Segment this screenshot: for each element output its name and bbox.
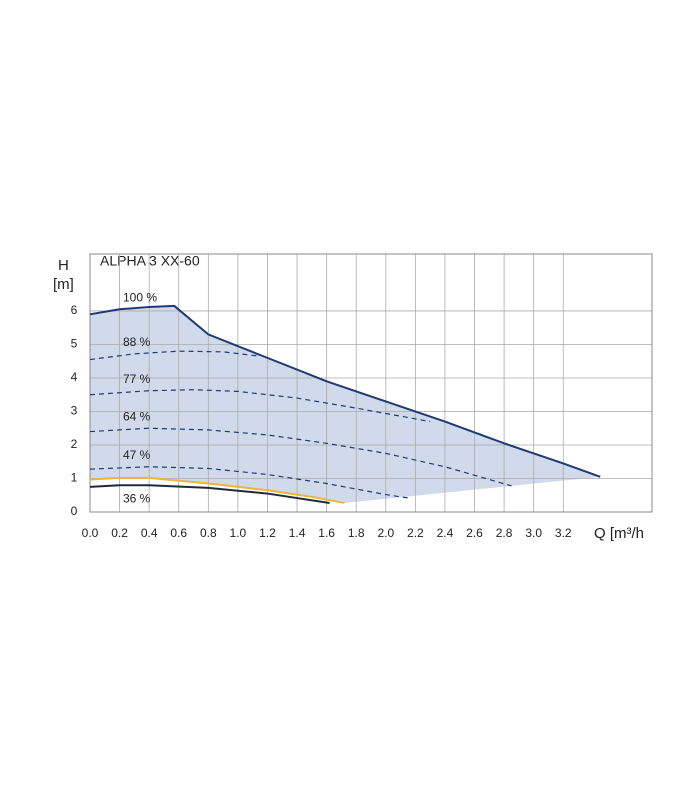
x-tick-label: 2.8 [496, 526, 513, 540]
curve [89, 427, 512, 487]
curve-label: 77 % [123, 372, 151, 386]
plot-frame [89, 253, 653, 513]
x-tick-label: 0.4 [141, 526, 158, 540]
y-axis-unit: [m] [53, 276, 74, 293]
x-tick-label: 3.0 [525, 526, 542, 540]
curve-label: 36 % [123, 491, 151, 505]
y-tick-label: 1 [71, 471, 78, 485]
operating-area [90, 305, 601, 503]
curve-label: 47 % [123, 448, 151, 462]
x-tick-label: 2.2 [407, 526, 424, 540]
x-tick-label: 2.6 [466, 526, 483, 540]
y-tick-label: 2 [71, 437, 78, 451]
x-tick-label: 1.2 [259, 526, 276, 540]
x-tick-label: 0.0 [82, 526, 99, 540]
y-tick-label: 5 [71, 337, 78, 351]
curve [89, 350, 261, 361]
x-tick-label: 0.2 [111, 526, 128, 540]
x-tick-label: 2.0 [377, 526, 394, 540]
x-axis-label: Q [m³/h [594, 525, 644, 542]
chart-title: ALPHA 3 XX-60 [100, 253, 200, 269]
x-tick-label: 0.6 [170, 526, 187, 540]
y-tick-label: 4 [71, 370, 78, 384]
y-tick-label: 3 [71, 404, 78, 418]
x-tick-label: 1.4 [289, 526, 306, 540]
y-tick-label: 6 [71, 303, 78, 317]
curve-label: 100 % [123, 290, 157, 304]
y-tick-label: 0 [71, 504, 78, 518]
x-tick-label: 3.2 [555, 526, 572, 540]
curve [89, 484, 330, 504]
x-tick-label: 2.4 [437, 526, 454, 540]
curve [89, 389, 431, 423]
x-tick-label: 1.0 [230, 526, 247, 540]
x-tick-label: 0.8 [200, 526, 217, 540]
y-axis-label: H [58, 257, 69, 274]
curve-label: 64 % [123, 409, 151, 423]
curve-label: 88 % [123, 335, 151, 349]
curve [89, 466, 409, 499]
x-tick-label: 1.8 [348, 526, 365, 540]
curve [89, 476, 345, 504]
x-tick-label: 1.6 [318, 526, 335, 540]
curve [89, 304, 601, 478]
